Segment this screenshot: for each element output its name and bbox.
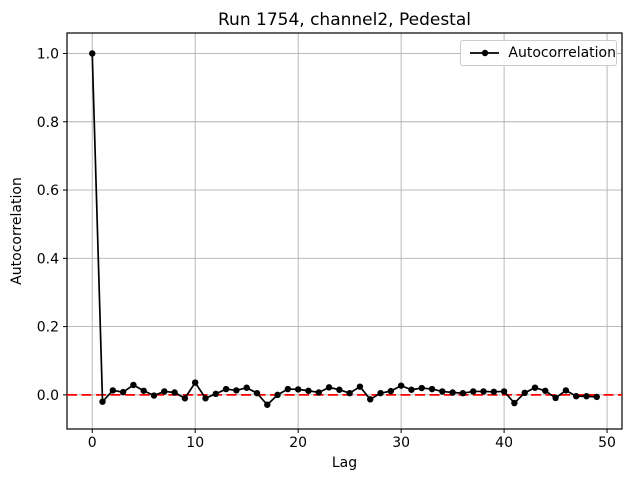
data-point-marker	[253, 389, 261, 397]
data-point-marker	[387, 387, 395, 395]
data-point-marker	[336, 386, 343, 393]
data-point-marker	[161, 388, 168, 395]
x-tick-label: 20	[289, 435, 307, 451]
data-point-marker	[480, 388, 487, 395]
data-point-marker	[356, 383, 364, 390]
data-point-marker	[521, 389, 528, 397]
x-tick-label: 0	[88, 435, 97, 451]
data-point-marker	[552, 394, 559, 402]
data-point-marker	[305, 387, 312, 394]
data-point-marker	[531, 384, 539, 391]
data-point-marker	[470, 388, 477, 395]
x-tick-label: 40	[495, 435, 513, 451]
data-point-marker	[583, 393, 590, 400]
y-tick-label: 1.0	[37, 46, 59, 62]
axes-spines	[66, 32, 623, 430]
data-point-marker	[377, 389, 384, 397]
data-point-marker	[171, 389, 178, 396]
data-point-marker	[490, 388, 498, 395]
data-point-marker	[99, 398, 106, 405]
data-point-marker	[150, 392, 158, 399]
data-point-marker	[593, 393, 600, 401]
y-tick-label: 0.6	[37, 183, 59, 199]
autocorrelation-line	[91, 53, 597, 406]
data-point-marker	[284, 385, 292, 393]
data-point-marker	[500, 388, 508, 395]
data-point-marker	[274, 391, 281, 399]
x-tick-label: 30	[392, 435, 410, 451]
data-point-marker	[119, 388, 127, 396]
data-point-marker	[109, 387, 117, 394]
data-point-marker	[233, 387, 240, 394]
data-point-marker	[140, 387, 147, 394]
legend-label: Autocorrelation	[508, 45, 616, 61]
legend: Autocorrelation	[460, 40, 617, 66]
data-point-marker	[449, 389, 456, 396]
data-point-marker	[408, 386, 415, 393]
data-point-marker	[562, 387, 570, 394]
x-axis-label: Lag	[331, 455, 358, 471]
data-point-marker	[181, 395, 189, 402]
data-point-marker	[325, 384, 333, 391]
chart-title: Run 1754, channel2, Pedestal	[218, 10, 471, 30]
data-point-marker	[264, 401, 271, 408]
data-point-marker	[572, 393, 580, 400]
y-tick-label: 0.4	[37, 251, 59, 267]
data-point-marker	[222, 385, 230, 393]
data-point-marker	[89, 50, 96, 57]
data-point-marker	[542, 387, 549, 394]
y-tick-label: 0.0	[37, 388, 59, 404]
data-point-marker	[191, 379, 199, 386]
data-point-marker	[212, 390, 219, 398]
x-tick-label: 10	[186, 435, 204, 451]
data-point-marker	[346, 389, 353, 397]
data-point-marker	[315, 389, 322, 396]
data-point-marker	[397, 382, 405, 389]
data-point-marker	[428, 385, 436, 393]
data-point-marker	[294, 386, 302, 393]
data-point-marker	[367, 396, 374, 403]
data-point-marker	[439, 388, 446, 395]
y-tick-label: 0.2	[37, 320, 59, 336]
data-point-marker	[459, 389, 467, 397]
x-tick-label: 50	[598, 435, 616, 451]
data-point-marker	[202, 395, 209, 402]
data-point-marker	[511, 399, 518, 407]
data-point-marker	[243, 384, 250, 391]
data-point-marker	[130, 381, 137, 389]
y-tick-label: 0.8	[37, 115, 59, 131]
data-point-marker	[418, 384, 425, 392]
legend-line-marker-icon	[470, 49, 500, 57]
